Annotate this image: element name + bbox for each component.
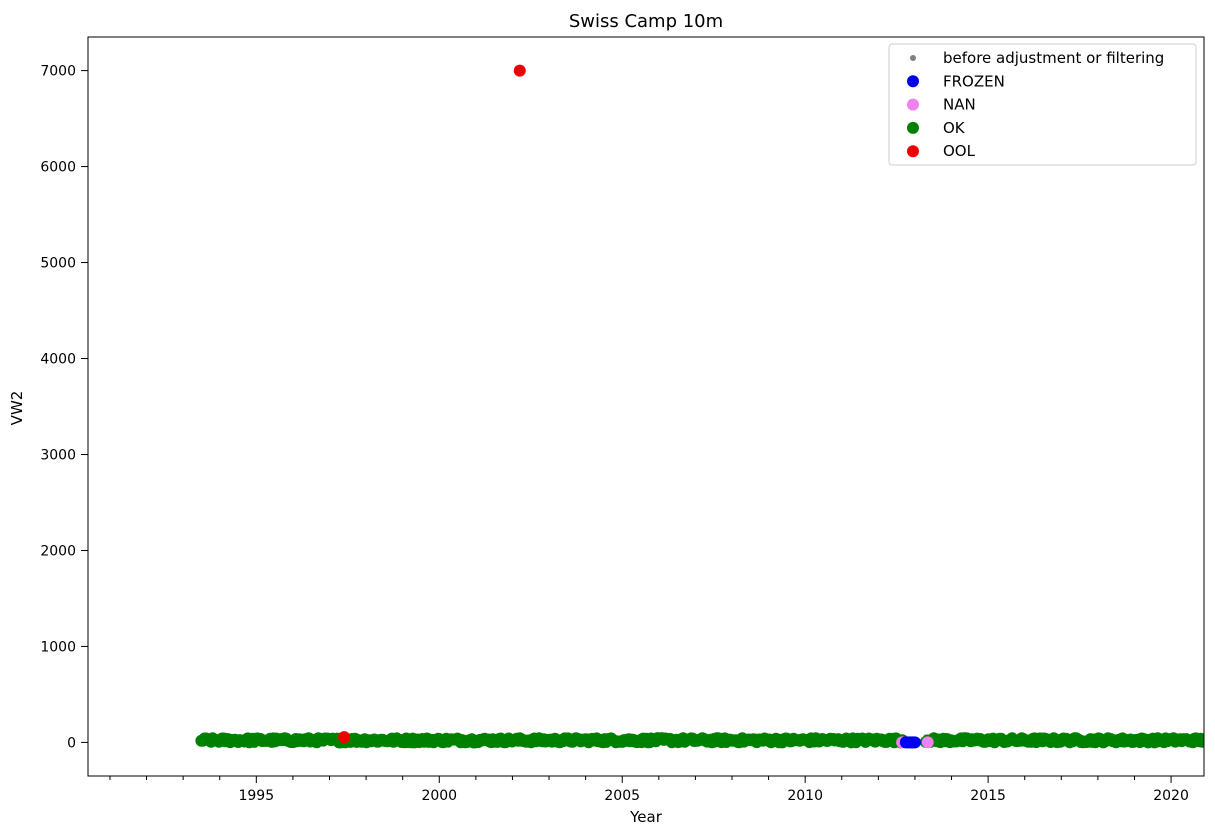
y-tick-label: 4000 [40, 352, 76, 368]
y-tick-label: 5000 [40, 256, 76, 272]
x-tick-label: 1995 [238, 788, 274, 804]
legend-marker [907, 75, 919, 88]
legend-box [888, 43, 1197, 166]
x-tick-label: 2010 [787, 788, 823, 804]
x-tick-label: 2020 [1153, 788, 1189, 804]
legend-marker [910, 55, 916, 61]
legend-label: OOL [943, 142, 976, 160]
legend-marker [907, 98, 919, 111]
y-tick-label: 0 [67, 735, 76, 751]
y-tick-label: 2000 [40, 543, 76, 559]
plot-area [195, 64, 1204, 749]
legend-label: FROZEN [943, 72, 1005, 90]
series-frozen-point [908, 736, 921, 749]
y-tick-label: 7000 [40, 64, 76, 80]
series-ool-point [338, 731, 351, 744]
chart-title: Swiss Camp 10m [569, 11, 723, 32]
x-tick-label: 2000 [421, 788, 457, 804]
legend-label: NAN [943, 96, 976, 114]
axes-frame [87, 36, 1205, 777]
x-tick-label: 2005 [604, 788, 640, 804]
legend: before adjustment or filtering FROZEN NAN O… [888, 43, 1197, 166]
y-tick-label: 6000 [40, 160, 76, 176]
legend-marker [907, 145, 919, 158]
series-frozen [899, 736, 921, 749]
x-tick-label: 2015 [970, 788, 1006, 804]
series-ool-point [513, 64, 526, 77]
y-axis-label: VW2 [8, 391, 26, 426]
legend-marker [907, 121, 919, 134]
y-axis: 0 1000 2000 3000 4000 5000 6000 7000 [40, 64, 88, 751]
legend-label: OK [943, 119, 966, 137]
y-tick-label: 1000 [40, 639, 76, 655]
series-ool [338, 64, 526, 744]
x-axis: 1995 2000 2005 2010 2015 2020 [109, 776, 1189, 804]
series-ok [195, 732, 1204, 749]
legend-label: before adjustment or filtering [943, 49, 1164, 67]
y-tick-label: 3000 [40, 447, 76, 463]
series-nan-point [921, 736, 934, 749]
series-ok-point [1196, 735, 1204, 748]
x-axis-label: Year [629, 808, 663, 826]
